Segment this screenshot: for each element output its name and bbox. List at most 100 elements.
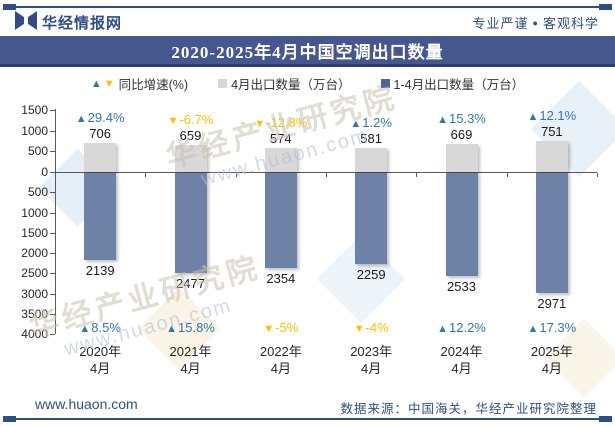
brand-logo-icon (15, 11, 37, 30)
up-triangle-icon: ▲ (527, 323, 539, 335)
legend-label: 同比增速(%) (118, 78, 189, 92)
growth-value: -4% (365, 320, 389, 335)
header-slogan: 专业严谨 ● 客观科学 (473, 13, 599, 32)
x-axis-label: 2021年 4月 (169, 344, 212, 376)
y-axis-tick-label: 1500 (21, 103, 48, 117)
slogan-left: 专业严谨 (472, 16, 529, 31)
cumulative-growth-label: ▲8.5% (79, 320, 121, 335)
growth-value: -6.7% (179, 111, 214, 127)
cumulative-bar (264, 173, 297, 269)
cumulative-bar (535, 173, 568, 294)
y-axis-tick-label: 500 (27, 185, 48, 200)
up-triangle-icon: ▲ (350, 117, 362, 130)
bottom-border-line (8, 418, 607, 420)
growth-value: 15.3% (449, 111, 486, 127)
cumulative-value-label: 2971 (537, 296, 567, 312)
top-border-left-cap (3, 4, 16, 10)
x-axis-tick-mark (235, 173, 237, 177)
footer-website: www.huaon.com (35, 396, 138, 412)
x-axis-tick-mark (326, 173, 327, 177)
down-triangle-icon: ▼ (254, 118, 266, 131)
cumulative-growth-label: ▲12.2% (437, 320, 486, 335)
april-bar (174, 144, 207, 172)
april-bar (355, 147, 388, 172)
legend-label: 1-4月出口数量（万台） (393, 78, 525, 92)
april-value-label: 581 (360, 130, 383, 146)
x-axis-label: 2023年 4月 (350, 344, 393, 376)
legend-item-cumulative: 1-4月出口数量（万台） (380, 74, 525, 93)
logo-left-page-shape (15, 11, 24, 30)
cumulative-bar (174, 173, 207, 274)
down-triangle-icon: ▼ (353, 323, 365, 335)
x-axis-label: 2024年 4月 (440, 344, 483, 376)
y-axis-line (55, 109, 56, 334)
y-axis-tick-mark (50, 293, 55, 295)
brand-name: 华经情报网 (42, 15, 123, 32)
cumulative-value-label: 2139 (85, 262, 115, 278)
y-axis-tick-label: 2500 (21, 266, 48, 281)
y-axis-tick-mark (50, 232, 55, 234)
april-growth-label: ▲12.1% (527, 108, 576, 123)
growth-value: 1.2% (362, 114, 392, 130)
april-bar (535, 140, 568, 172)
y-axis-tick-mark (50, 253, 55, 254)
down-triangle-icon: ▼ (167, 114, 179, 127)
up-triangle-icon: ▲ (79, 323, 91, 335)
y-axis-tick-mark (50, 110, 55, 111)
y-axis-tick-label: 500 (27, 144, 48, 159)
legend-item-growth: ▲ ▼ 同比增速(%) (91, 74, 188, 93)
y-axis-tick-mark (50, 313, 55, 315)
april-growth-label: ▲29.4% (76, 110, 125, 125)
up-triangle-icon: ▲ (166, 323, 178, 335)
cumulative-value-label: 2354 (266, 271, 296, 287)
bottom-border-left-cap (3, 416, 16, 422)
chart-title: 2020-2025年4月中国空调出口数量 (171, 42, 444, 62)
x-axis-label: 2022年 4月 (259, 344, 302, 376)
growth-value: -5% (275, 320, 299, 335)
cumulative-growth-label: ▼-5% (263, 320, 298, 335)
growth-value: 17.3% (539, 320, 577, 335)
y-axis-tick-label: 3500 (21, 306, 48, 321)
april-value-label: 659 (179, 127, 202, 143)
chart-legend: ▲ ▼ 同比增速(%) 4月出口数量（万台） 1-4月出口数量（万台） (0, 74, 615, 93)
cumulative-bar (355, 173, 388, 265)
title-bar: 2020-2025年4月中国空调出口数量 (0, 36, 615, 67)
cumulative-value-label: 2259 (356, 267, 386, 283)
y-axis-tick-mark (50, 273, 55, 275)
logo-right-page-shape (28, 11, 37, 30)
growth-value: 29.4% (87, 109, 125, 125)
y-axis-tick-label: 1000 (21, 123, 48, 138)
up-triangle-icon: ▲ (527, 110, 539, 123)
down-triangle-icon: ▼ (263, 323, 275, 335)
navy-square-icon (380, 79, 390, 88)
top-border-line (8, 6, 607, 8)
legend-label: 4月出口数量（万台） (231, 78, 351, 92)
growth-value: -12.8% (266, 115, 308, 131)
cumulative-growth-label: ▲15.8% (166, 320, 215, 335)
cumulative-bar (84, 173, 117, 260)
april-value-label: 669 (450, 127, 473, 143)
x-axis-tick-mark (597, 173, 598, 177)
cumulative-value-label: 2533 (447, 278, 476, 294)
cumulative-bar (445, 173, 478, 276)
x-axis-tick-mark (416, 173, 418, 177)
dot-separator-icon: ● (532, 18, 539, 28)
up-triangle-icon: ▲ (75, 112, 87, 125)
y-axis-tick-label: 1500 (21, 225, 48, 240)
x-axis-tick-mark (145, 173, 147, 177)
footer-data-source: 数据来源：中国海关，华经产业研究院整理 (340, 402, 597, 416)
y-axis-tick-label: 3000 (21, 286, 48, 301)
cumulative-growth-label: ▲17.3% (527, 320, 576, 335)
y-axis-tick-mark (50, 334, 55, 335)
growth-value: 12.1% (539, 107, 577, 123)
april-value-label: 574 (269, 131, 292, 147)
growth-value: 15.8% (178, 320, 215, 335)
april-growth-label: ▲1.2% (350, 115, 392, 130)
y-axis-tick-label: 2000 (21, 246, 48, 260)
slogan-right: 客观科学 (542, 16, 599, 31)
april-value-label: 706 (89, 125, 112, 141)
zero-axis-line (55, 172, 597, 173)
up-triangle-icon: ▲ (90, 77, 102, 90)
april-value-label: 751 (540, 123, 563, 139)
